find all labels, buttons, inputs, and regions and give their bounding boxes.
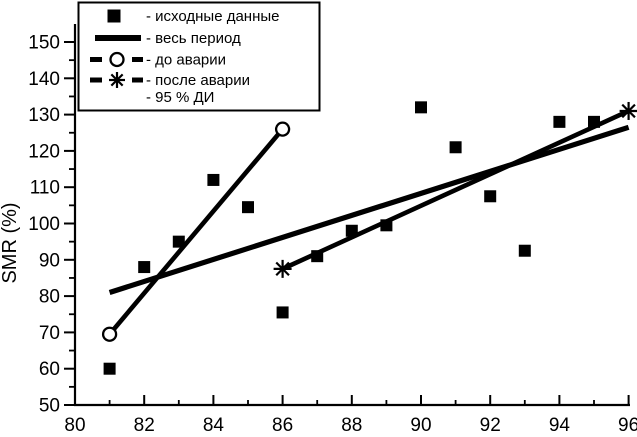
y-tick-label: 90	[39, 250, 60, 271]
data-point-square-icon	[242, 201, 254, 214]
asterisk-marker-icon	[619, 101, 637, 120]
y-tick-label: 150	[28, 33, 60, 54]
data-point-square-icon	[449, 141, 462, 154]
series-trend-before-accident	[101, 121, 291, 342]
y-tick-label: 60	[39, 359, 60, 380]
y-tick-label: 80	[39, 287, 60, 308]
legend-label: - до аварии	[146, 52, 226, 69]
legend-item: - до аварии	[90, 52, 226, 69]
legend-label: - весь период	[146, 30, 241, 47]
trend-line	[108, 124, 630, 295]
legend-item: - после аварии	[90, 72, 250, 89]
legend-label: - после аварии	[146, 72, 250, 89]
series-raw-data-points	[103, 101, 600, 375]
y-tick-label: 110	[30, 178, 60, 199]
x-tick-label: 92	[480, 415, 501, 436]
x-tick-label: 84	[203, 415, 225, 436]
legend-item: - исходные данные	[107, 8, 280, 25]
legend-circle-icon	[109, 51, 125, 68]
data-point-square-icon	[207, 173, 220, 186]
x-tick-label: 96	[618, 415, 637, 436]
x-tick-label: 82	[134, 415, 155, 436]
trend-line	[281, 108, 630, 271]
series-trend-whole-period	[108, 124, 630, 295]
legend-item: - весь период	[95, 30, 241, 47]
data-point-square-icon	[172, 235, 185, 248]
data-point-square-icon	[276, 306, 289, 319]
y-axis-title: SMR (%)	[0, 202, 21, 283]
data-point-square-icon	[311, 250, 324, 263]
legend-item: - 95 % ДИ	[146, 89, 214, 106]
y-tick-label: 120	[28, 141, 60, 162]
x-tick-label: 94	[549, 415, 571, 436]
open-circle-marker-icon	[101, 326, 118, 342]
trend-line	[107, 127, 285, 336]
open-circle-marker-icon	[274, 121, 291, 137]
asterisk-marker-icon	[273, 259, 292, 278]
y-tick-label: 100	[28, 214, 60, 235]
x-tick-label: 80	[64, 415, 85, 436]
y-tick-label: 130	[28, 105, 60, 126]
legend-label: - 95 % ДИ	[146, 89, 214, 106]
data-point-square-icon	[138, 261, 151, 274]
x-tick-label: 90	[410, 415, 431, 436]
data-point-square-icon	[518, 244, 531, 257]
legend-asterisk-icon	[109, 72, 125, 88]
x-tick-label: 86	[272, 415, 293, 436]
data-point-square-icon	[415, 101, 427, 114]
data-point-square-icon	[553, 115, 566, 128]
legend-label: - исходные данные	[146, 8, 280, 25]
series-trend-after-accident	[273, 101, 637, 278]
legend: - исходные данные - весь период - до авари…	[90, 8, 280, 106]
y-tick-label: 140	[28, 69, 60, 90]
legend-square-icon	[107, 9, 121, 23]
x-tick-label: 88	[341, 415, 362, 436]
y-tick-label: 70	[39, 323, 60, 344]
data-point-square-icon	[103, 362, 116, 375]
data-point-square-icon	[484, 190, 497, 203]
y-tick-label: 50	[39, 396, 60, 417]
